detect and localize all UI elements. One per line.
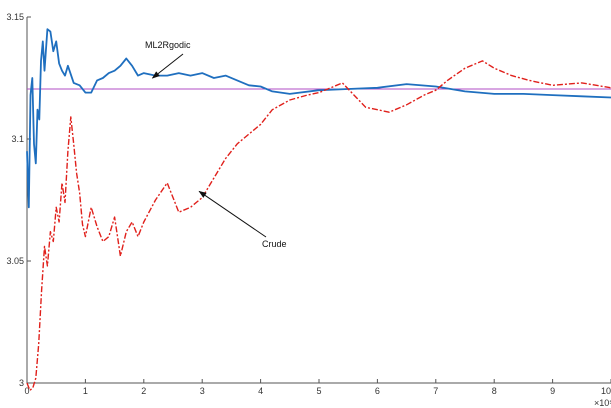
y-tick-label: 3.15 bbox=[6, 12, 24, 22]
y-tick-label: 3 bbox=[19, 378, 24, 388]
x-tick-label: 2 bbox=[141, 386, 146, 396]
annotation-label: Crude bbox=[262, 239, 287, 249]
x-tick-label: 9 bbox=[550, 386, 555, 396]
x-axis-exponent-label: ×10⁵ bbox=[594, 398, 611, 408]
y-axis: 3 3.05 3.1 3.15 bbox=[6, 12, 31, 388]
x-axis: 0 1 2 3 4 5 6 7 8 9 10 bbox=[24, 379, 611, 396]
x-tick-label: 8 bbox=[492, 386, 497, 396]
annotation-layer: ML2Rgodic Crude bbox=[145, 40, 287, 249]
series-line-crude bbox=[26, 60, 611, 391]
y-tick-label: 3.05 bbox=[6, 256, 24, 266]
annotation-arrow bbox=[151, 53, 184, 79]
y-tick-label: 3.1 bbox=[11, 134, 24, 144]
x-tick-label: 10 bbox=[601, 386, 611, 396]
x-tick-label: 3 bbox=[200, 386, 205, 396]
series-layer bbox=[26, 28, 611, 391]
x-tick-label: 1 bbox=[83, 386, 88, 396]
annotation-label: ML2Rgodic bbox=[145, 40, 191, 50]
annotation-arrow bbox=[198, 190, 267, 238]
x-tick-label: 7 bbox=[433, 386, 438, 396]
series-line-ml2rgodic bbox=[26, 28, 611, 209]
x-tick-label: 5 bbox=[316, 386, 321, 396]
x-tick-label: 4 bbox=[258, 386, 263, 396]
x-tick-label: 6 bbox=[375, 386, 380, 396]
x-tick-label: 0 bbox=[24, 386, 29, 396]
